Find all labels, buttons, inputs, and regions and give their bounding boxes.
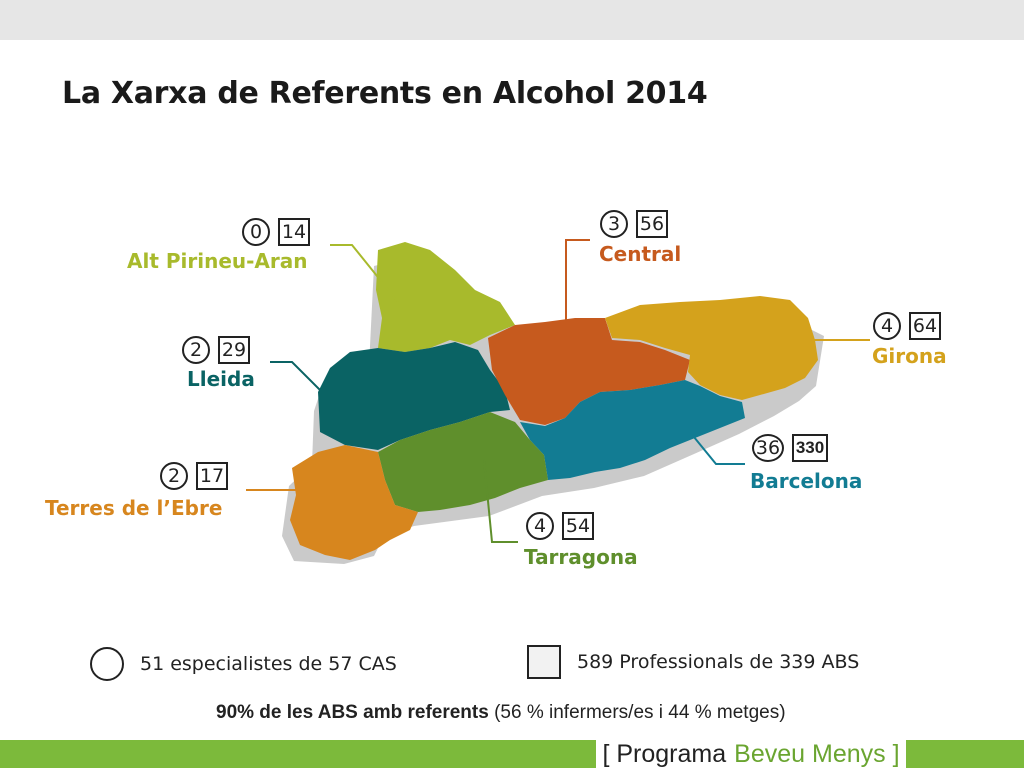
professionals-square: 64 — [909, 312, 941, 340]
label-girona: Girona — [872, 344, 947, 368]
counter-central: 3 56 — [600, 210, 668, 238]
region-tarragona[interactable] — [378, 412, 548, 512]
professionals-square: 29 — [218, 336, 250, 364]
specialists-circle: 36 — [752, 434, 784, 462]
brand-open: [ Programa — [602, 739, 727, 768]
professionals-square: 56 — [636, 210, 668, 238]
summary-line: 90% de les ABS amb referents (56 % infer… — [216, 702, 786, 724]
specialists-circle: 2 — [160, 462, 188, 490]
region-terres-ebre[interactable] — [290, 445, 418, 560]
counter-lleida: 2 29 — [182, 336, 250, 364]
specialists-circle: 2 — [182, 336, 210, 364]
leader-barcelona — [675, 414, 745, 465]
brand-logo: [ Programa Beveu Menys ] — [596, 740, 906, 768]
label-lleida: Lleida — [187, 367, 255, 391]
region-alt-pirineu-aran[interactable] — [376, 242, 515, 352]
region-barcelona[interactable] — [520, 380, 745, 480]
top-bar — [0, 0, 1024, 40]
legend-circle-icon — [90, 647, 124, 681]
leader-tarragona — [483, 459, 518, 543]
specialists-circle: 3 — [600, 210, 628, 238]
label-central: Central — [599, 242, 682, 266]
page-title: La Xarxa de Referents en Alcohol 2014 — [62, 76, 708, 111]
summary-bold: 90% de les ABS amb referents — [216, 702, 489, 723]
region-girona[interactable] — [605, 296, 818, 400]
professionals-square: 54 — [562, 512, 594, 540]
specialists-circle: 4 — [526, 512, 554, 540]
professionals-square: 330 — [792, 434, 828, 462]
summary-rest: (56 % infermers/es i 44 % metges) — [488, 702, 786, 723]
legend-professionals: 589 Professionals de 339 ABS — [527, 645, 859, 679]
counter-girona: 4 64 — [873, 312, 941, 340]
specialists-circle: 0 — [242, 218, 270, 246]
region-central[interactable] — [488, 318, 690, 425]
label-tarragona: Tarragona — [524, 545, 638, 569]
region-lleida[interactable] — [318, 342, 510, 450]
label-alt-pirineu-aran: Alt Pirineu-Aran — [127, 249, 308, 273]
brand-name: Beveu Menys ] — [734, 739, 900, 768]
professionals-square: 17 — [196, 462, 228, 490]
specialists-circle: 4 — [873, 312, 901, 340]
counter-alt-pirineu: 0 14 — [242, 218, 310, 246]
counter-terres-ebre: 2 17 — [160, 462, 228, 490]
label-terres-ebre: Terres de l’Ebre — [45, 496, 223, 520]
legend-professionals-text: 589 Professionals de 339 ABS — [577, 651, 860, 673]
leader-alt-pirineu — [330, 244, 399, 303]
leader-lleida — [270, 361, 341, 411]
leader-central — [565, 239, 590, 338]
legend-specialists-text: 51 especialistes de 57 CAS — [140, 653, 397, 675]
label-barcelona: Barcelona — [750, 469, 863, 493]
legend-specialists: 51 especialistes de 57 CAS — [90, 647, 397, 681]
professionals-square: 14 — [278, 218, 310, 246]
counter-barcelona: 36 330 — [752, 434, 828, 462]
legend-square-icon — [527, 645, 561, 679]
counter-tarragona: 4 54 — [526, 512, 594, 540]
